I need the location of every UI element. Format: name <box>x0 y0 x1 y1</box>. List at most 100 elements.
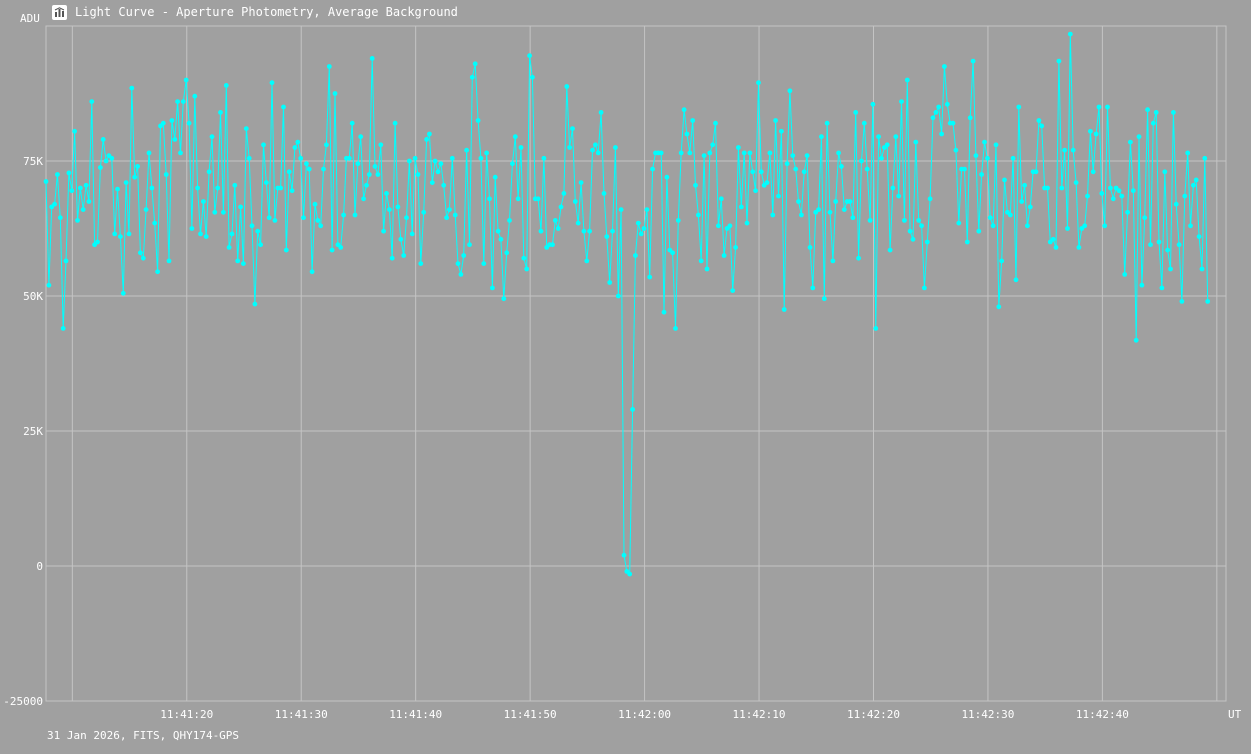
data-point <box>404 215 409 221</box>
light-curve-app-icon[interactable] <box>52 4 67 20</box>
data-point <box>1119 193 1125 199</box>
data-point <box>189 226 195 231</box>
data-point <box>939 131 944 137</box>
data-point <box>893 134 899 140</box>
data-point <box>461 253 467 258</box>
data-point <box>1039 123 1045 129</box>
data-point <box>255 228 261 234</box>
data-point <box>787 88 793 94</box>
data-point <box>824 120 830 126</box>
data-point <box>1176 242 1182 248</box>
data-point <box>272 218 278 223</box>
data-point <box>993 142 999 148</box>
data-point <box>86 199 92 204</box>
data-point <box>152 220 158 226</box>
data-point <box>441 182 447 188</box>
data-point <box>613 145 618 150</box>
data-point <box>198 231 203 237</box>
data-point <box>564 84 570 89</box>
data-point <box>1173 201 1179 207</box>
data-point <box>996 304 1002 310</box>
window-title: Light Curve - Aperture Photometry, Avera… <box>75 5 458 19</box>
data-point <box>736 145 741 150</box>
data-point <box>118 234 123 240</box>
series-light-curve <box>43 31 1211 577</box>
data-point <box>309 269 315 275</box>
data-point <box>512 134 518 140</box>
data-point <box>1202 155 1208 161</box>
data-point <box>1199 266 1205 272</box>
data-point <box>922 285 927 291</box>
data-point <box>129 85 135 91</box>
data-point <box>587 228 592 234</box>
data-point <box>478 155 484 161</box>
data-point <box>435 169 441 175</box>
data-point <box>412 155 418 161</box>
data-point <box>718 196 724 202</box>
data-point <box>799 212 804 218</box>
data-point <box>982 139 987 145</box>
data-point <box>57 215 63 221</box>
data-point <box>572 199 578 204</box>
data-point <box>904 77 910 83</box>
data-point <box>873 326 879 331</box>
data-point <box>246 155 252 161</box>
data-point <box>143 207 149 213</box>
data-point <box>409 231 415 237</box>
data-point <box>372 164 378 169</box>
data-point <box>95 239 100 245</box>
x-tick-label: 11:41:20 <box>160 708 213 721</box>
data-point <box>1145 107 1150 113</box>
data-point <box>1096 104 1102 110</box>
x-tick-label: 11:42:00 <box>618 708 671 721</box>
data-point <box>206 169 212 175</box>
data-point <box>281 104 286 110</box>
data-point <box>1122 272 1128 277</box>
data-point <box>1179 299 1185 304</box>
footer-info: 31 Jan 2026, FITS, QHY174-GPS <box>47 729 240 742</box>
data-point <box>930 115 936 121</box>
data-point <box>784 161 790 167</box>
data-point <box>415 172 421 177</box>
data-point <box>306 166 312 172</box>
data-point <box>424 137 429 142</box>
data-point <box>1010 155 1016 161</box>
data-point <box>100 137 106 142</box>
data-point <box>138 250 143 256</box>
y-axis-label: ADU <box>20 12 40 25</box>
data-point <box>1182 193 1188 199</box>
data-point <box>764 180 770 186</box>
data-point <box>318 223 324 229</box>
data-point <box>1185 150 1191 156</box>
data-point <box>55 172 60 177</box>
data-point <box>847 199 853 204</box>
data-point <box>455 261 461 266</box>
data-point <box>1007 212 1013 218</box>
data-point <box>298 155 304 161</box>
data-point <box>160 120 166 126</box>
data-point <box>567 145 572 150</box>
data-point <box>321 166 326 172</box>
data-point <box>1105 104 1110 110</box>
data-point <box>924 239 930 245</box>
data-point <box>1125 209 1130 215</box>
data-point <box>950 120 956 126</box>
data-point <box>704 266 710 272</box>
data-point <box>598 110 604 115</box>
data-point <box>149 185 155 191</box>
data-point <box>976 228 982 234</box>
data-point <box>109 155 115 161</box>
data-point <box>221 209 226 215</box>
data-point <box>607 280 613 285</box>
data-point <box>650 166 655 172</box>
data-point <box>155 269 161 275</box>
data-point <box>1205 299 1211 304</box>
data-point <box>501 296 507 302</box>
x-tick-label: 11:41:30 <box>275 708 328 721</box>
data-point <box>979 172 984 177</box>
data-point <box>183 77 189 83</box>
data-point <box>1082 223 1088 229</box>
data-point <box>103 158 109 164</box>
data-point <box>1036 118 1042 123</box>
data-point <box>352 212 358 218</box>
